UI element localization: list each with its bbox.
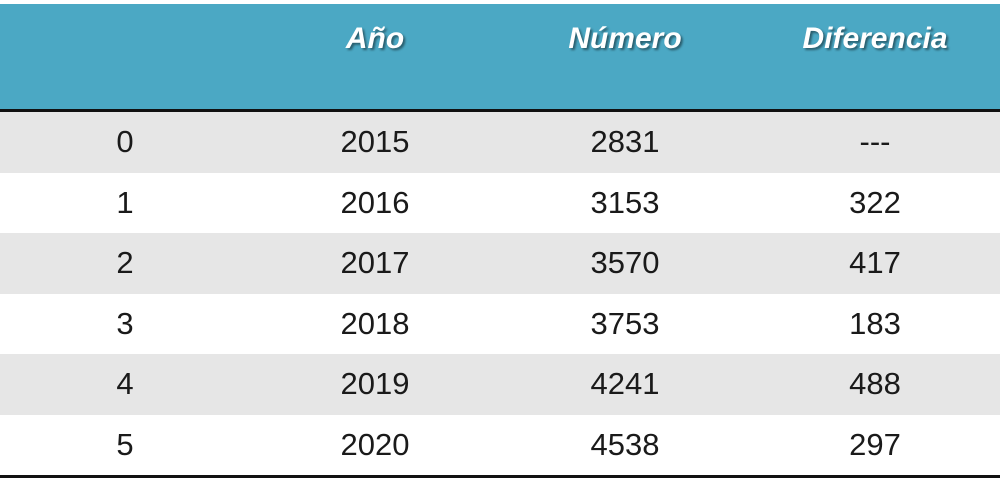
table-cell: 2 <box>116 245 134 280</box>
table-cell: 3753 <box>590 305 660 341</box>
table-row: 0 2015 2831 --- <box>0 112 1000 173</box>
table-cell: 4 <box>116 366 134 401</box>
table-cell: 183 <box>849 305 901 341</box>
column-header: Diferencia <box>802 22 948 55</box>
table-cell: 2015 <box>340 124 410 159</box>
table-cell: 4241 <box>590 366 660 401</box>
table-cell: 322 <box>849 184 901 220</box>
table-cell: 2016 <box>340 184 410 220</box>
table-cell: 5 <box>116 426 134 462</box>
table-cell: 2020 <box>340 426 410 462</box>
table-row: 3 2018 3753 183 <box>0 294 1000 355</box>
table-cell: 2831 <box>590 124 660 159</box>
table-row: 2 2017 3570 417 <box>0 233 1000 294</box>
table-cell: 3 <box>116 305 134 341</box>
table-header: Año Número Diferencia <box>0 4 1000 112</box>
table-cell: 4538 <box>590 426 660 462</box>
column-header: Año <box>345 22 405 55</box>
bottom-border <box>0 475 1000 478</box>
table-cell: 2019 <box>340 366 410 401</box>
table-row: 1 2016 3153 322 <box>0 173 1000 234</box>
table-row: 4 2019 4241 488 <box>0 354 1000 415</box>
table-cell: 488 <box>849 366 901 401</box>
table-cell: 3153 <box>590 184 660 220</box>
table-cell: 3570 <box>590 245 660 280</box>
table-cell: 0 <box>116 124 134 159</box>
table-cell: 417 <box>849 245 901 280</box>
table-cell: 2017 <box>340 245 410 280</box>
table-cell: 2018 <box>340 305 410 341</box>
column-header: Número <box>568 22 682 55</box>
table-row: 5 2020 4538 297 <box>0 415 1000 476</box>
table-cell: 297 <box>849 426 901 462</box>
table-cell: 1 <box>116 184 134 220</box>
table-cell: --- <box>859 124 891 159</box>
